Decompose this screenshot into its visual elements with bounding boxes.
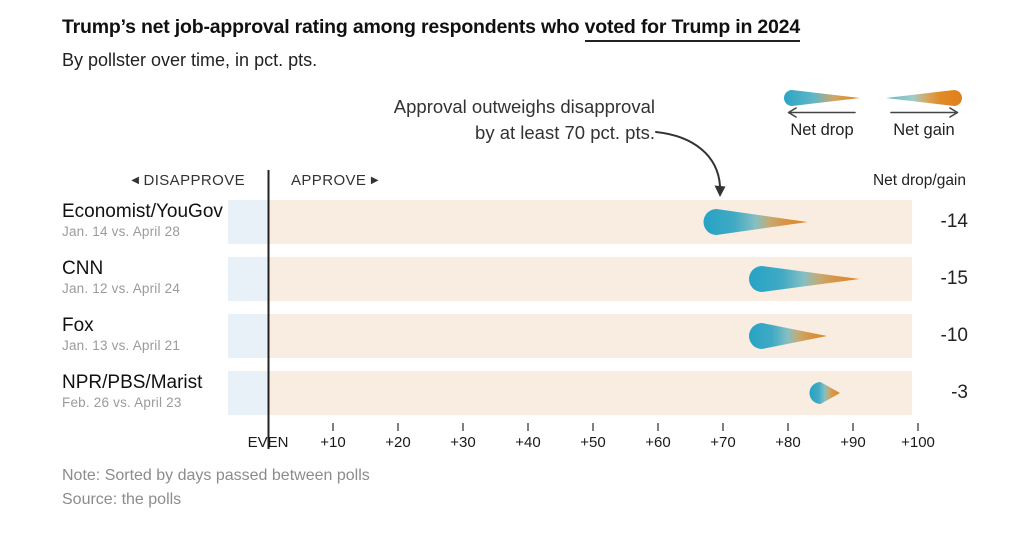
row-label-pollster: Economist/YouGov [62, 201, 223, 222]
disapprove-band [228, 314, 268, 358]
page-title: Trump’s net job-approval rating among re… [62, 16, 800, 42]
legend-item-net-drop: Net drop [782, 89, 862, 140]
approve-band [268, 371, 912, 415]
disapprove-band [228, 371, 268, 415]
x-tick-label: +30 [450, 434, 476, 451]
axis-header-approve: APPROVE ▶ [291, 172, 379, 189]
legend-label-net-gain: Net gain [893, 121, 955, 139]
legend-item-net-gain: Net gain [884, 89, 964, 140]
x-tick-label: EVEN [247, 434, 289, 451]
chart-source: Source: the polls [62, 491, 182, 508]
x-tick-label: +60 [645, 434, 671, 451]
left-triangle-icon: ◀ [131, 175, 139, 186]
right-arrow-icon [890, 107, 959, 118]
title-plain: Trump’s net job-approval rating among re… [62, 16, 585, 38]
net-value: -14 [940, 211, 968, 232]
chart-subtitle: By pollster over time, in pct. pts. [62, 50, 318, 70]
legend: Net drop Net gain [782, 89, 964, 140]
annotation-arrow [655, 131, 726, 197]
row-label-pollster: NPR/PBS/Marist [62, 372, 203, 393]
net-value: -3 [951, 382, 968, 403]
approve-label: APPROVE [291, 172, 367, 189]
disapprove-band [228, 200, 268, 244]
disapprove-label: DISAPPROVE [143, 172, 245, 189]
row-label-dates: Jan. 12 vs. April 24 [62, 281, 181, 296]
chart-note: Note: Sorted by days passed between poll… [62, 467, 370, 484]
x-tick-label: +40 [515, 434, 541, 451]
axis-header-disapprove: ◀ DISAPPROVE [100, 172, 245, 189]
right-triangle-icon: ▶ [370, 175, 379, 186]
row-label-pollster: Fox [62, 315, 94, 336]
comet-mark [749, 323, 827, 349]
row-label-dates: Jan. 13 vs. April 21 [62, 338, 181, 353]
approve-band [268, 314, 912, 358]
x-tick-label: +80 [775, 434, 801, 451]
legend-label-net-drop: Net drop [790, 121, 854, 139]
row-label-pollster: CNN [62, 258, 104, 279]
x-tick-label: +90 [840, 434, 866, 451]
annotation-callout: Approval outweighs disapproval by at lea… [285, 94, 655, 146]
annotation-line2: by at least 70 pct. pts. [475, 122, 655, 143]
comet-mark [703, 209, 808, 235]
annotation-line1: Approval outweighs disapproval [393, 96, 655, 117]
x-tick-label: +50 [580, 434, 606, 451]
title-underlined-phrase: voted for Trump in 2024 [584, 16, 800, 42]
row-label-dates: Jan. 14 vs. April 28 [62, 224, 181, 239]
approve-band [268, 257, 912, 301]
left-arrow-icon [787, 107, 856, 118]
comet-mark [809, 382, 840, 404]
net-value: -10 [940, 325, 968, 346]
x-tick-label: +20 [385, 434, 411, 451]
disapprove-band [228, 257, 268, 301]
comet-mark [749, 266, 860, 292]
comet-drop-icon [784, 90, 860, 106]
x-tick-label: +70 [710, 434, 736, 451]
axis-header-net-drop-gain: Net drop/gain [872, 172, 966, 189]
row-label-dates: Feb. 26 vs. April 23 [62, 395, 182, 410]
comet-gain-icon [886, 90, 962, 106]
net-value: -15 [940, 268, 968, 289]
x-tick-label: +100 [901, 434, 935, 451]
x-tick-label: +10 [320, 434, 346, 451]
approve-band [268, 200, 912, 244]
